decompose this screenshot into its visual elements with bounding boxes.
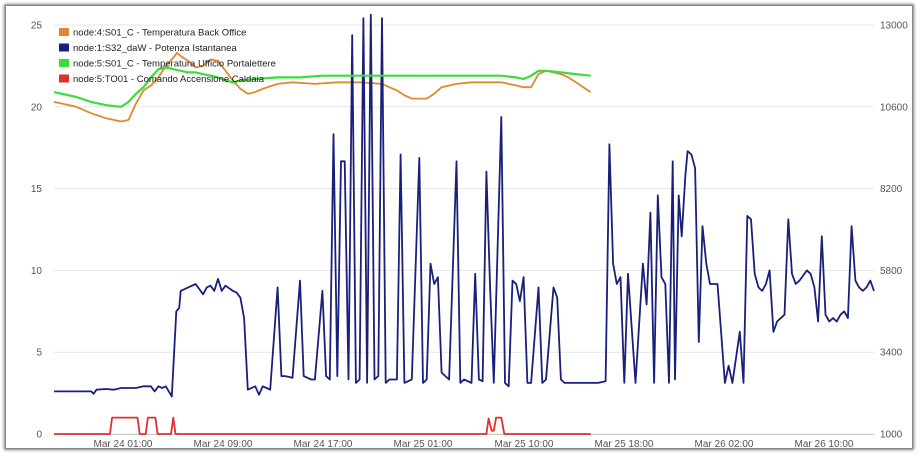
y-right-tick-label: 13000 — [880, 21, 908, 32]
y-right-tick-label: 3400 — [880, 348, 903, 359]
legend-swatch — [59, 59, 69, 67]
left-axis: 0 5 10 15 20 25 — [31, 21, 43, 441]
series-line-3 — [53, 66, 591, 108]
x-tick-label: Mar 26 02:00 — [695, 439, 754, 450]
legend-swatch — [59, 28, 69, 36]
x-tick-label: Mar 25 10:00 — [495, 439, 554, 450]
x-tick-label: Mar 24 17:00 — [294, 439, 353, 450]
y-right-tick-label: 1000 — [880, 430, 903, 441]
y-left-tick-label: 0 — [36, 430, 42, 441]
legend-swatch — [59, 74, 69, 83]
legend: node:4:S01_C - Temperatura Back Office no… — [59, 28, 276, 85]
series-line-2 — [54, 13, 875, 398]
legend-label: node:5:S01_C - Temperatura Ufficio Porta… — [73, 59, 276, 70]
y-right-tick-label: 10600 — [880, 102, 908, 113]
y-right-tick-label: 8200 — [880, 184, 903, 195]
y-left-tick-label: 20 — [31, 102, 43, 113]
y-left-tick-label: 5 — [36, 348, 42, 359]
y-left-tick-label: 10 — [31, 266, 43, 277]
x-axis: Mar 24 01:00 Mar 24 09:00 Mar 24 17:00 Mar … — [54, 434, 874, 450]
y-left-tick-label: 15 — [31, 184, 43, 195]
series-lines — [53, 13, 875, 435]
y-right-tick-label: 5800 — [880, 266, 903, 277]
legend-label: node:5:TO01 - Comando Accensione Caldaia — [73, 74, 265, 85]
legend-swatch — [59, 43, 69, 52]
x-tick-label: Mar 25 01:00 — [394, 439, 453, 450]
x-tick-label: Mar 26 10:00 — [795, 439, 854, 450]
chart-frame: 0 5 10 15 20 25 1000 3400 5800 8200 10600 13000 Ma… — [6, 6, 912, 450]
y-left-tick-label: 25 — [31, 21, 43, 32]
series-line-1 — [53, 51, 592, 123]
line-chart: 0 5 10 15 20 25 1000 3400 5800 8200 10600 13000 Ma… — [31, 13, 908, 450]
series-line-4 — [54, 416, 591, 435]
right-axis: 1000 3400 5800 8200 10600 13000 — [880, 21, 908, 441]
x-tick-label: Mar 25 18:00 — [595, 439, 654, 450]
legend-label: node:1:S32_daW - Potenza Istantanea — [73, 43, 237, 54]
x-tick-label: Mar 24 01:00 — [94, 439, 153, 450]
legend-label: node:4:S01_C - Temperatura Back Office — [73, 28, 246, 39]
x-tick-label: Mar 24 09:00 — [194, 439, 253, 450]
